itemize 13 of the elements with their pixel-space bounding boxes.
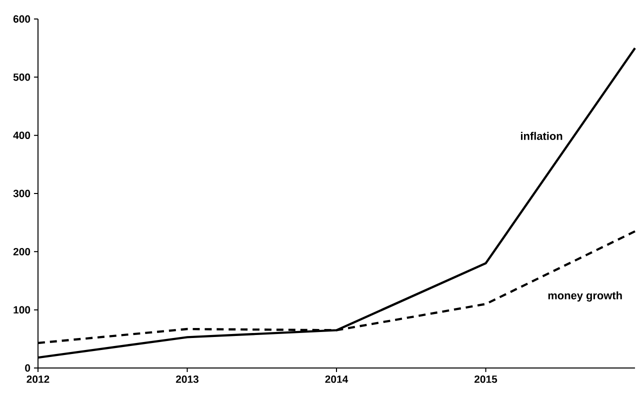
y-tick-label: 500	[13, 73, 30, 81]
series-label: inflation	[520, 132, 562, 140]
y-tick-label: 600	[13, 15, 30, 23]
x-tick-label: 2013	[176, 376, 199, 383]
x-tick-label: 2015	[474, 376, 498, 383]
y-tick-label: 100	[14, 306, 30, 314]
y-tick-label: 300	[13, 190, 30, 198]
y-tick-label: 200	[13, 248, 30, 256]
y-tick-label: 400	[13, 132, 30, 140]
y-tick-label: 0	[25, 364, 30, 372]
series-label: money growth	[548, 291, 622, 302]
x-tick-label: 2012	[26, 376, 50, 383]
x-tick-label: 2014	[325, 376, 348, 383]
